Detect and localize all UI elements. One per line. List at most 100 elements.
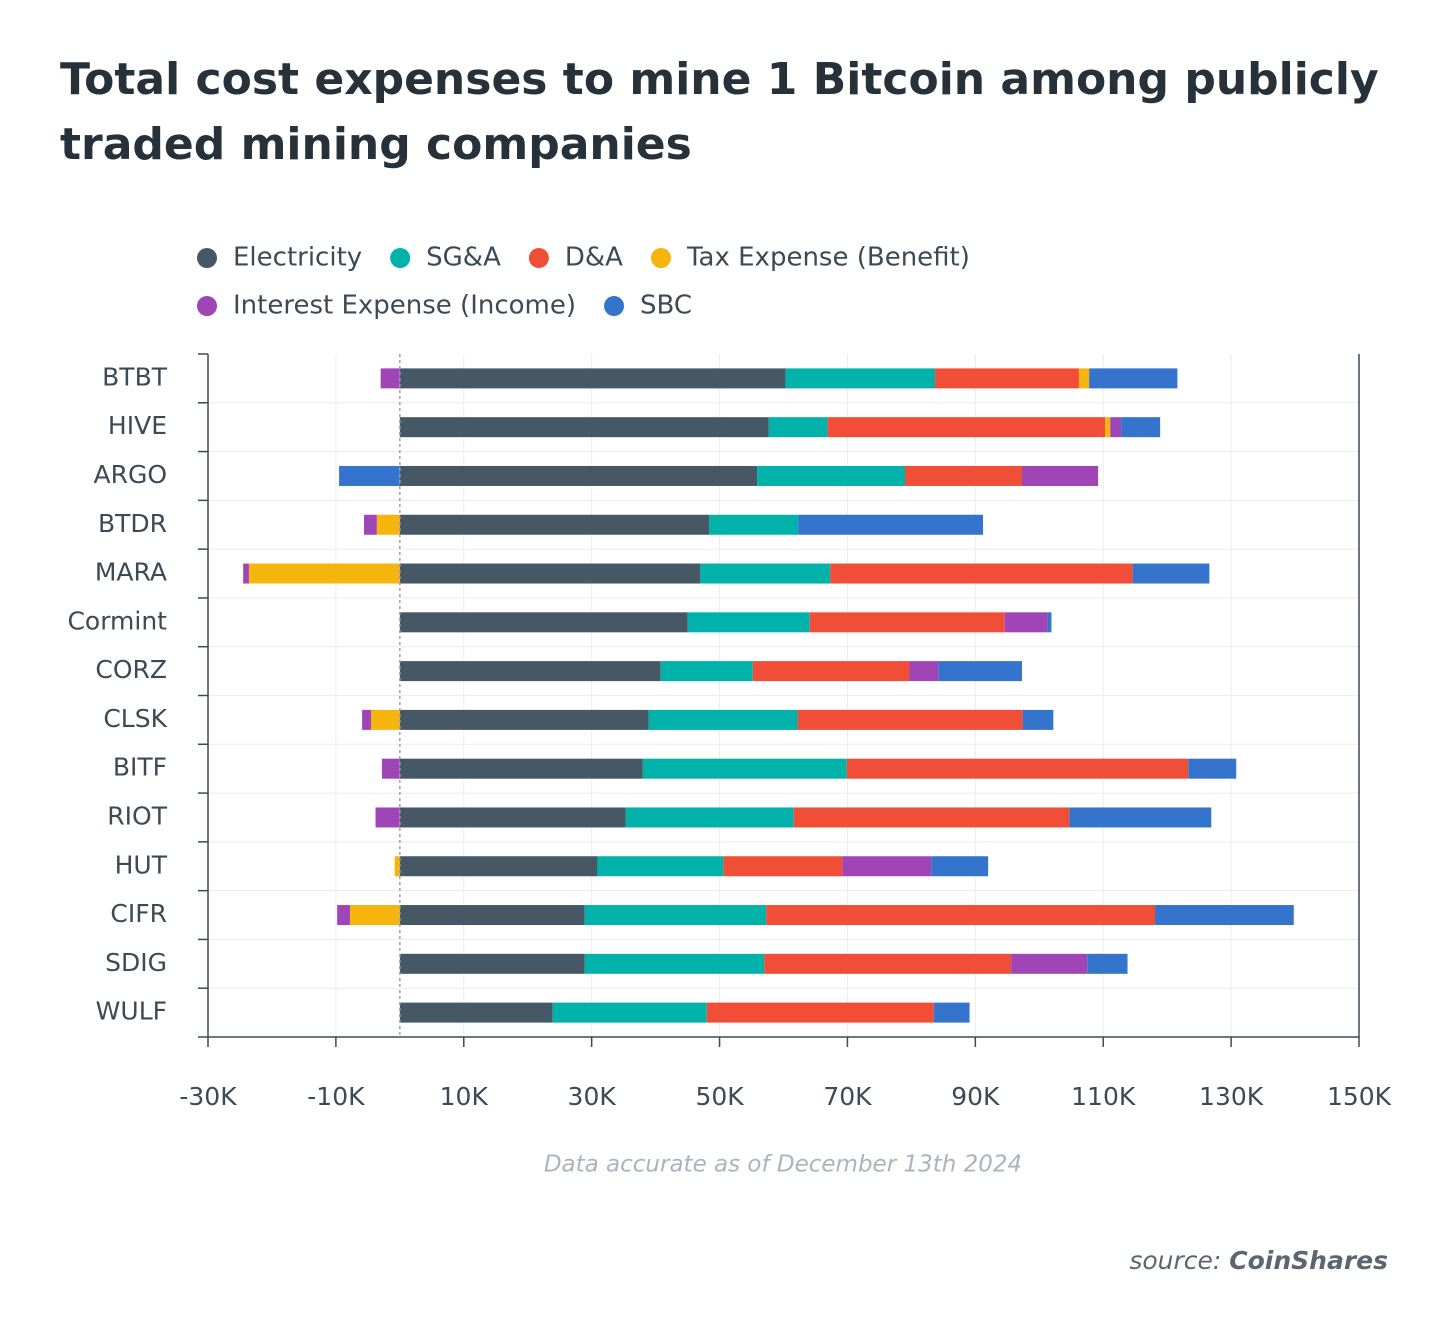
y-tick-label: RIOT <box>107 801 167 830</box>
bar-segment <box>768 417 828 438</box>
legend-marker <box>528 248 549 268</box>
bar-segment <box>938 661 1023 682</box>
x-tick-label: 30K <box>568 1082 617 1111</box>
bar-segment <box>399 905 585 926</box>
bar-segment <box>597 856 724 877</box>
bar-segment <box>375 807 400 828</box>
bar-segment <box>1121 417 1161 438</box>
source-name: CoinShares <box>1229 1246 1388 1275</box>
bar-segment <box>1011 953 1088 974</box>
bar-segment <box>1004 612 1048 633</box>
bar-segment <box>1132 563 1210 584</box>
bar-segment <box>660 661 753 682</box>
bar-segment <box>1155 905 1294 926</box>
bar-segment <box>785 368 936 389</box>
bar-segment <box>337 905 350 926</box>
bar-segment <box>1069 807 1212 828</box>
bar-segment <box>935 368 1079 389</box>
bar-segment <box>339 465 400 486</box>
bar-segment <box>362 709 372 730</box>
y-tick-label: CIFR <box>110 899 167 928</box>
bar-segment <box>797 709 1023 730</box>
x-tick-label: 50K <box>695 1082 744 1111</box>
bar-segment <box>766 905 1156 926</box>
bar-segment <box>709 514 799 535</box>
source-label: source: <box>1129 1246 1221 1275</box>
bar-segment <box>904 465 1023 486</box>
bar-segment <box>723 856 843 877</box>
y-tick-label: HUT <box>115 850 168 879</box>
bar-segment <box>798 514 984 535</box>
bar-segment <box>809 612 1005 633</box>
y-tick-label: CORZ <box>95 655 167 684</box>
bar-segment <box>248 563 400 584</box>
bar-segment <box>1105 417 1111 438</box>
y-tick-label: WULF <box>96 997 167 1026</box>
x-tick-label: -10K <box>307 1082 365 1111</box>
bar-segment <box>552 1002 707 1023</box>
bar-segment <box>625 807 794 828</box>
bar-segment <box>933 1002 970 1023</box>
bar-segment <box>381 758 400 779</box>
bar-segment <box>399 953 585 974</box>
bar-segment <box>399 758 643 779</box>
legend-marker <box>604 296 625 316</box>
bar-segment <box>376 514 400 535</box>
bar-segment <box>399 1002 553 1023</box>
bar-segment <box>842 856 932 877</box>
bar-segment <box>399 465 758 486</box>
bar-segment <box>846 758 1189 779</box>
legend-label: SBC <box>640 291 692 321</box>
x-tick-label: -30K <box>179 1082 237 1111</box>
bar-segment <box>371 709 400 730</box>
y-tick-label: ARGO <box>93 460 167 489</box>
legend-marker <box>197 296 217 316</box>
x-tick-label: 150K <box>1327 1082 1392 1111</box>
bar-segment <box>399 856 598 877</box>
source: source: CoinShares <box>1129 1246 1388 1275</box>
legend-marker <box>390 248 411 268</box>
bar-segment <box>706 1002 934 1023</box>
bar-segment <box>642 758 847 779</box>
bar-segment <box>1078 368 1090 389</box>
bar-segment <box>394 856 400 877</box>
legend-label: Tax Expense (Benefit) <box>686 243 970 273</box>
legend-label: D&A <box>565 243 623 273</box>
bar-segment <box>1022 465 1099 486</box>
y-tick-label: HIVE <box>108 411 167 440</box>
bar-segment <box>399 661 661 682</box>
y-tick-label: BITF <box>113 753 167 782</box>
bar-segment <box>380 368 400 389</box>
legend-label: SG&A <box>426 243 501 273</box>
legend-label: Interest Expense (Income) <box>233 291 576 321</box>
bar-segment <box>909 661 939 682</box>
bar-segment <box>1087 953 1128 974</box>
bar-segment <box>399 807 626 828</box>
bar-segment <box>399 612 688 633</box>
footnote: Data accurate as of December 13th 2024 <box>544 1152 1022 1178</box>
bar-segment <box>349 905 400 926</box>
x-tick-label: 10K <box>440 1082 489 1111</box>
bar-segment <box>757 465 905 486</box>
bar-segment <box>648 709 798 730</box>
bar-segment <box>364 514 377 535</box>
bar-segment <box>931 856 989 877</box>
y-tick-label: BTDR <box>98 509 167 538</box>
bar-segment <box>1022 709 1054 730</box>
x-tick-label: 130K <box>1199 1082 1264 1111</box>
chart-title: traded mining companies <box>60 119 692 170</box>
bar-segment <box>399 417 769 438</box>
y-tick-label: SDIG <box>105 948 167 977</box>
bar-segment <box>399 563 701 584</box>
bar-segment <box>584 953 765 974</box>
y-tick-label: BTBT <box>102 362 168 391</box>
bar-segment <box>1089 368 1178 389</box>
bar-segment <box>1110 417 1122 438</box>
legend-marker <box>650 248 671 268</box>
bar-segment <box>243 563 249 584</box>
bar-segment <box>700 563 831 584</box>
y-tick-label: CLSK <box>103 704 167 733</box>
y-tick-label: MARA <box>95 558 167 587</box>
bar-segment <box>687 612 810 633</box>
bar-segment <box>1047 612 1052 633</box>
